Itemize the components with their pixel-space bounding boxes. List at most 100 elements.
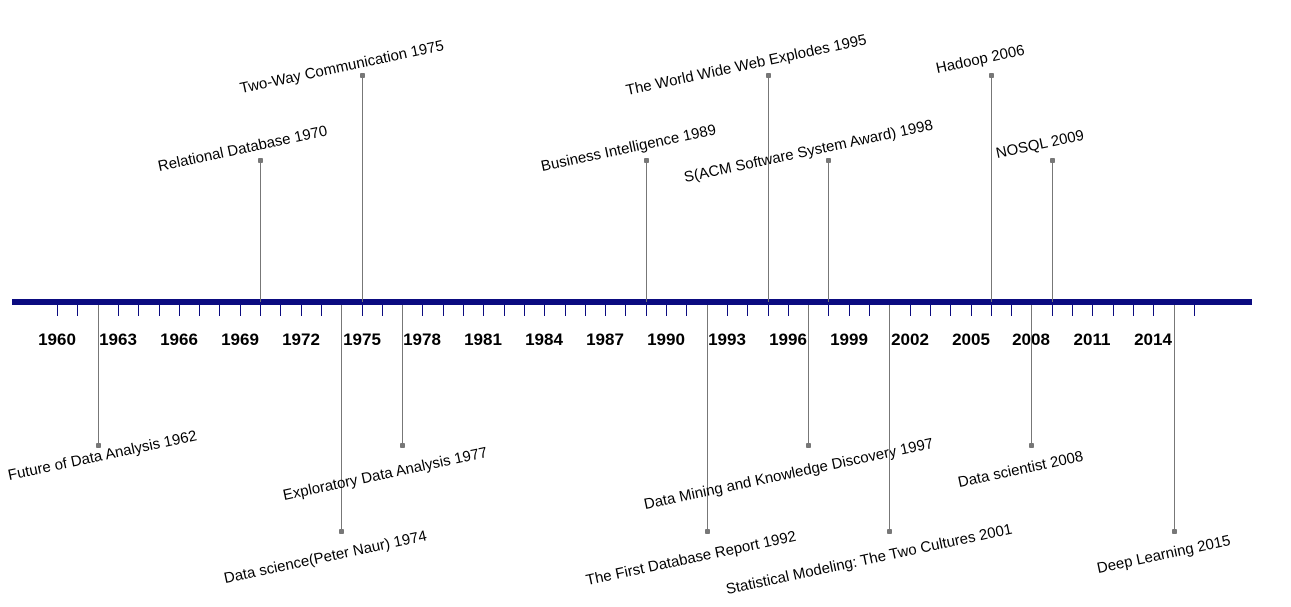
axis-tick: [950, 302, 951, 316]
event-stem: [1031, 305, 1032, 445]
event-marker: [258, 158, 263, 163]
event-marker: [644, 158, 649, 163]
event-marker: [400, 443, 405, 448]
year-label: 1996: [769, 330, 807, 349]
axis-tick: [179, 302, 180, 316]
axis-tick: [646, 302, 647, 316]
event-stem: [646, 160, 647, 302]
event-label: Data scientist 2008: [956, 447, 1085, 491]
axis-tick: [57, 302, 58, 316]
axis-tick: [869, 302, 870, 316]
axis-tick: [747, 302, 748, 316]
year-label: 1984: [525, 330, 563, 349]
axis-tick: [504, 302, 505, 316]
year-label: 1975: [343, 330, 381, 349]
year-label: 1972: [282, 330, 320, 349]
axis-tick: [1194, 302, 1195, 316]
event-stem: [362, 75, 363, 302]
event-label: Two-Way Communication 1975: [238, 37, 446, 97]
axis-tick: [524, 302, 525, 316]
axis-tick: [544, 302, 545, 316]
year-label: 1981: [464, 330, 502, 349]
axis-tick: [138, 302, 139, 316]
event-marker: [339, 529, 344, 534]
axis-tick: [463, 302, 464, 316]
event-stem: [402, 305, 403, 445]
event-marker: [989, 73, 994, 78]
axis-tick: [666, 302, 667, 316]
axis-tick: [686, 302, 687, 316]
event-label: S(ACM Software System Award) 1998: [682, 116, 935, 186]
event-stem: [341, 305, 342, 531]
axis-tick: [1133, 302, 1134, 316]
event-marker: [887, 529, 892, 534]
axis-tick: [828, 302, 829, 316]
event-marker: [826, 158, 831, 163]
timeline-axis: [12, 299, 1252, 305]
event-stem: [260, 160, 261, 302]
event-stem: [707, 305, 708, 531]
axis-tick: [1153, 302, 1154, 316]
axis-tick: [1052, 302, 1053, 316]
axis-tick: [849, 302, 850, 316]
event-label: Data science(Peter Naur) 1974: [222, 527, 429, 587]
year-label: 2008: [1012, 330, 1050, 349]
axis-tick: [768, 302, 769, 316]
year-label: 1969: [221, 330, 259, 349]
axis-tick: [565, 302, 566, 316]
axis-tick: [625, 302, 626, 316]
event-label: Data Mining and Knowledge Discovery 1997: [642, 434, 935, 513]
year-label: 2011: [1073, 330, 1111, 349]
axis-tick: [1072, 302, 1073, 316]
event-stem: [1052, 160, 1053, 302]
axis-tick: [321, 302, 322, 316]
axis-tick: [585, 302, 586, 316]
event-label: Hadoop 2006: [934, 41, 1027, 77]
year-label: 1966: [160, 330, 198, 349]
axis-tick: [1113, 302, 1114, 316]
axis-tick: [77, 302, 78, 316]
axis-tick: [483, 302, 484, 316]
axis-tick: [605, 302, 606, 316]
event-marker: [1050, 158, 1055, 163]
event-stem: [828, 160, 829, 302]
event-marker: [1029, 443, 1034, 448]
axis-tick: [930, 302, 931, 316]
axis-tick: [240, 302, 241, 316]
axis-tick: [727, 302, 728, 316]
event-marker: [766, 73, 771, 78]
event-stem: [889, 305, 890, 531]
event-label: Future of Data Analysis 1962: [6, 427, 199, 484]
year-label: 2005: [952, 330, 990, 349]
event-marker: [1172, 529, 1177, 534]
year-label: 1960: [38, 330, 76, 349]
axis-tick: [382, 302, 383, 316]
year-label: 1963: [99, 330, 137, 349]
event-label: Deep Learning 2015: [1095, 532, 1232, 577]
event-stem: [98, 305, 99, 445]
axis-tick: [280, 302, 281, 316]
event-label: Relational Database 1970: [156, 122, 329, 175]
event-stem: [768, 75, 769, 302]
axis-tick: [118, 302, 119, 316]
axis-tick: [422, 302, 423, 316]
year-label: 1987: [586, 330, 624, 349]
axis-tick: [159, 302, 160, 316]
year-label: 1993: [708, 330, 746, 349]
event-stem: [1174, 305, 1175, 531]
event-stem: [808, 305, 809, 445]
axis-tick: [260, 302, 261, 316]
axis-tick: [1011, 302, 1012, 316]
event-marker: [96, 443, 101, 448]
year-label: 1990: [647, 330, 685, 349]
axis-tick: [1092, 302, 1093, 316]
event-label: NOSQL 2009: [994, 126, 1086, 162]
event-marker: [806, 443, 811, 448]
axis-tick: [910, 302, 911, 316]
year-label: 2002: [891, 330, 929, 349]
axis-tick: [362, 302, 363, 316]
axis-tick: [199, 302, 200, 316]
event-label: The World Wide Web Explodes 1995: [624, 31, 869, 99]
event-marker: [705, 529, 710, 534]
